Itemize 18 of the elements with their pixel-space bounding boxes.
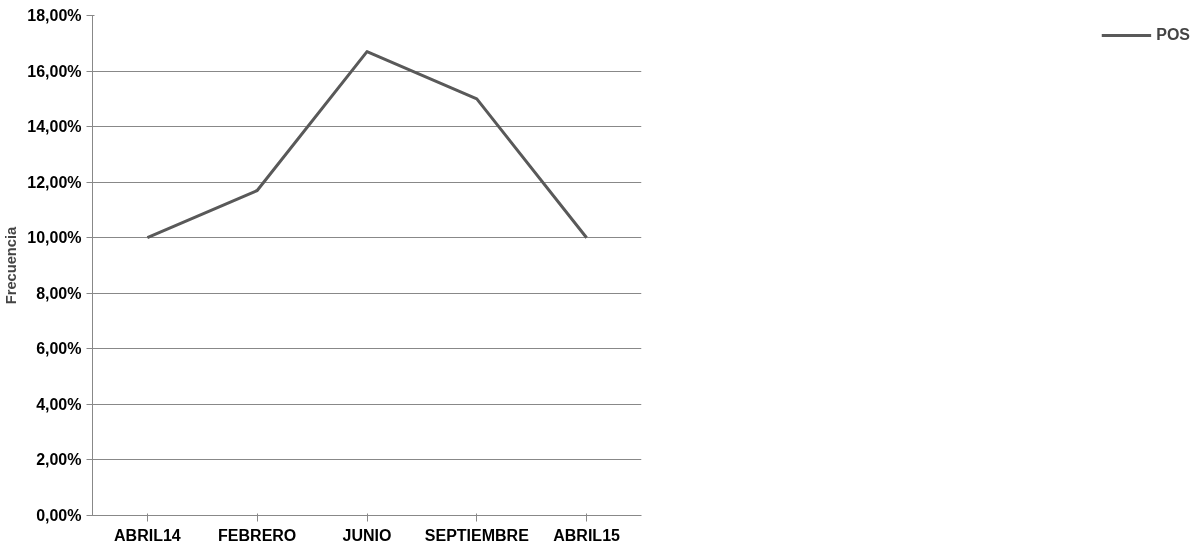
y-tick-label: 10,00%	[27, 229, 82, 247]
y-tick-label: 12,00%	[27, 173, 82, 191]
y-tick-label: 16,00%	[27, 62, 82, 80]
x-tick-label: ABRIL15	[553, 526, 621, 544]
y-tick-label: 14,00%	[27, 118, 82, 136]
x-tick-label: SEPTIEMBRE	[424, 526, 530, 544]
y-tick-label: 2,00%	[36, 451, 82, 469]
y-tick-label: 4,00%	[36, 395, 82, 413]
legend-label: POS	[1156, 26, 1190, 44]
y-tick-label: 8,00%	[36, 284, 82, 302]
y-tick-label: 6,00%	[36, 340, 82, 358]
y-axis-title: Frecuencia	[3, 225, 20, 305]
x-tick-label: FEBRERO	[218, 526, 297, 544]
line-series	[145, 50, 589, 240]
x-tick-label: JUNIO	[342, 526, 392, 544]
y-tick-label: 0,00%	[36, 507, 82, 524]
x-tick-label: ABRIL14	[114, 526, 181, 544]
y-tick-label: 18,00%	[27, 7, 82, 24]
